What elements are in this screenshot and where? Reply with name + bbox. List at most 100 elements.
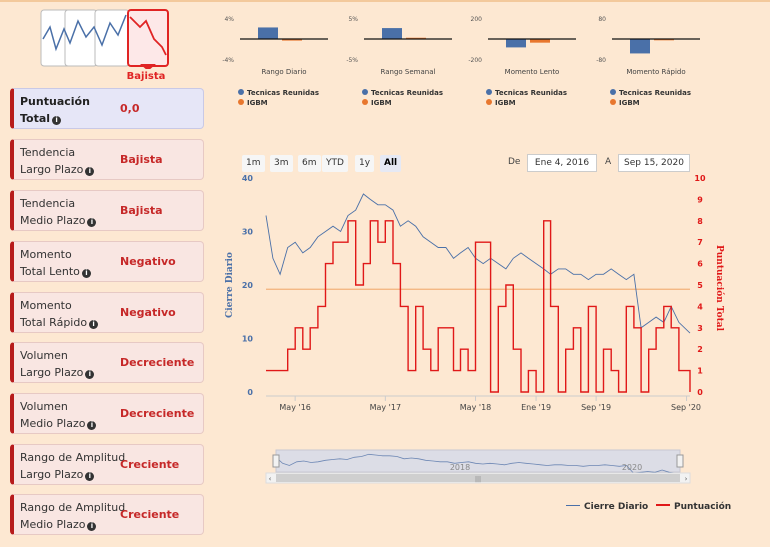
y-tick-right: 6	[697, 260, 703, 269]
x-tick-label: May '16	[279, 403, 310, 412]
range-button[interactable]: YTD	[322, 155, 348, 172]
mini-chart-title: Momento Lento	[505, 68, 560, 76]
score-card-label: Tendencia Medio Plazo i	[20, 195, 97, 229]
score-card-value: Negativo	[120, 306, 176, 319]
legend-item-cierre-diario[interactable]: Cierre Diario	[566, 502, 648, 512]
y-tick-left: 0	[247, 388, 253, 397]
legend-dot-icon	[362, 99, 368, 105]
mini-legend-label: IGBM	[371, 99, 392, 107]
score-card-label: Momento Total Rápido i	[20, 297, 99, 331]
scrollbar-thumb[interactable]	[276, 474, 680, 482]
score-card[interactable]: Puntuación Total i 0,0	[10, 88, 204, 129]
mini-chart-title: Rango Semanal	[381, 68, 436, 76]
scrollbar-grip-icon: |||	[475, 476, 481, 483]
mini-legend-label: IGBM	[495, 99, 516, 107]
x-tick-label: Ene '19	[521, 403, 551, 412]
score-card[interactable]: Volumen Largo Plazo i Decreciente	[10, 342, 204, 383]
mini-ytick-top: 5%	[348, 16, 358, 23]
score-card-line1: Momento	[20, 299, 72, 312]
info-icon[interactable]: i	[85, 167, 95, 176]
info-icon[interactable]: i	[87, 218, 97, 227]
score-card-value: Creciente	[120, 508, 180, 521]
mini-ytick-top: 200	[471, 16, 483, 23]
navigator-window[interactable]	[275, 449, 681, 473]
to-label: A	[605, 157, 612, 167]
legend-dot-icon	[238, 89, 244, 95]
y-axis-title-right: Puntuación Total	[714, 245, 725, 332]
score-card-line1: Puntuación	[20, 95, 90, 108]
mini-chart-momento-rapido: 80 -80 Momento Rápido	[596, 16, 700, 76]
score-card[interactable]: Rango de Amplitud Medio Plazo i Creciente	[10, 494, 204, 535]
y-tick-right: 3	[697, 324, 703, 333]
scroll-left-icon[interactable]: ‹	[269, 475, 272, 483]
to-date-input[interactable]: Sep 15, 2020	[618, 154, 690, 172]
score-card-value: Negativo	[120, 255, 176, 268]
series-line-cierre-diario	[265, 193, 691, 334]
scroll-right-icon[interactable]: ›	[685, 475, 688, 483]
score-card-label: Volumen Largo Plazo i	[20, 347, 95, 381]
navigator-label: 2020	[622, 463, 642, 472]
range-button[interactable]: 6m	[298, 155, 321, 172]
mini-bar	[630, 39, 650, 54]
navigator-label: 2018	[450, 463, 470, 472]
range-button[interactable]: 3m	[270, 155, 293, 172]
score-card-value: Bajista	[120, 153, 163, 166]
x-tick-label: Sep '19	[581, 403, 611, 412]
info-icon[interactable]: i	[85, 370, 95, 379]
y-tick-right: 7	[697, 238, 703, 247]
info-icon[interactable]: i	[87, 421, 97, 430]
from-date-input[interactable]: Ene 4, 2016	[527, 154, 597, 172]
mini-legend-item[interactable]: Tecnicas Reunidas	[610, 88, 691, 98]
x-tick-label: Sep '20	[671, 403, 701, 412]
legend-item-puntuacion[interactable]: Puntuación	[656, 502, 731, 512]
info-icon[interactable]: i	[81, 269, 91, 278]
mini-legend-item[interactable]: Tecnicas Reunidas	[486, 88, 567, 98]
mini-legend-item[interactable]: IGBM	[610, 98, 640, 108]
info-icon[interactable]: i	[87, 522, 97, 531]
y-tick-left: 30	[242, 228, 254, 237]
legend-dot-icon	[486, 99, 492, 105]
mini-chart-rango-semanal: 5% -5% Rango Semanal	[346, 16, 452, 76]
score-card[interactable]: Tendencia Largo Plazo i Bajista	[10, 139, 204, 180]
mini-legend-item[interactable]: Tecnicas Reunidas	[362, 88, 443, 98]
mini-legend-item[interactable]: Tecnicas Reunidas	[238, 88, 319, 98]
mini-bar	[506, 39, 526, 48]
mini-ytick-top: 80	[598, 16, 606, 23]
from-label: De	[508, 157, 521, 167]
score-card-line2: Total Rápido	[20, 316, 88, 329]
mini-legend-item[interactable]: IGBM	[238, 98, 268, 108]
y-tick-right: 9	[697, 195, 703, 204]
mini-legend-item[interactable]: IGBM	[486, 98, 516, 108]
score-card-value: Creciente	[120, 458, 180, 471]
range-button[interactable]: All	[380, 155, 402, 172]
range-button[interactable]: 1y	[355, 155, 375, 172]
score-card-label: Volumen Medio Plazo i	[20, 398, 97, 432]
mini-legend-label: Tecnicas Reunidas	[619, 89, 692, 97]
score-card-value: Bajista	[120, 204, 163, 217]
y-tick-right: 0	[697, 388, 703, 397]
mini-chart-title: Momento Rápido	[626, 68, 685, 76]
score-card[interactable]: Momento Total Rápido i Negativo	[10, 292, 204, 333]
y-tick-right: 4	[697, 302, 703, 311]
score-card-line1: Rango de Amplitud	[20, 451, 126, 464]
score-card-line1: Rango de Amplitud	[20, 501, 126, 514]
score-card-label: Rango de Amplitud Largo Plazo i	[20, 449, 125, 483]
info-icon[interactable]: i	[85, 472, 95, 481]
range-button[interactable]: 1m	[242, 155, 265, 172]
navigator-scrollbar[interactable]	[265, 472, 691, 484]
y-tick-right: 2	[697, 345, 703, 354]
top-border	[0, 0, 770, 2]
y-tick-left: 40	[242, 174, 254, 183]
score-card[interactable]: Rango de Amplitud Largo Plazo i Creciente	[10, 444, 204, 485]
score-card[interactable]: Tendencia Medio Plazo i Bajista	[10, 190, 204, 231]
mini-chart-rango-diario: 4% -4% Rango Diario	[222, 16, 328, 76]
info-icon[interactable]: i	[89, 320, 99, 329]
mini-legend-item[interactable]: IGBM	[362, 98, 392, 108]
trend-chart-icon[interactable]	[40, 9, 170, 69]
info-icon[interactable]: i	[52, 116, 62, 125]
score-card[interactable]: Volumen Medio Plazo i Decreciente	[10, 393, 204, 434]
score-card[interactable]: Momento Total Lento i Negativo	[10, 241, 204, 282]
navigator-handle-right[interactable]	[676, 454, 684, 468]
y-tick-right: 10	[694, 174, 706, 183]
navigator-handle-left[interactable]	[272, 454, 280, 468]
